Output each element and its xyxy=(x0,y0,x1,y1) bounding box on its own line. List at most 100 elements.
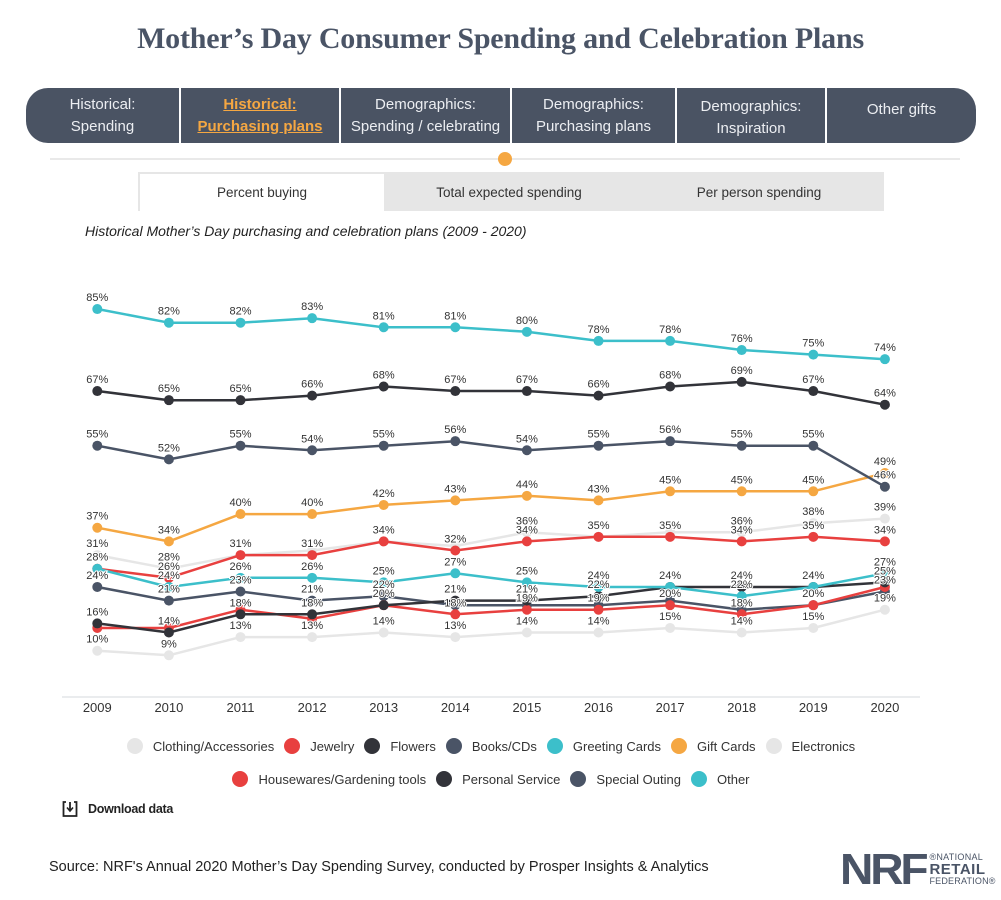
legend-label: Personal Service xyxy=(462,771,561,787)
data-point xyxy=(593,335,604,346)
data-label: 67% xyxy=(86,374,108,386)
data-label: 69% xyxy=(731,365,753,377)
data-label: 9% xyxy=(161,638,177,650)
legend-item-jewelry[interactable]: Jewelry xyxy=(284,738,354,754)
data-label: 65% xyxy=(158,383,180,395)
x-tick-label: 2018 xyxy=(727,700,756,715)
legend-row: Clothing/Accessories Jewelry Flowers Boo… xyxy=(0,736,982,756)
x-tick-label: 2012 xyxy=(298,700,327,715)
data-label: 18% xyxy=(229,597,251,609)
data-point xyxy=(378,322,389,333)
data-label: 42% xyxy=(373,488,395,500)
data-label: 24% xyxy=(86,570,108,582)
data-point xyxy=(808,600,819,611)
data-point xyxy=(593,581,604,592)
legend-item-personal-service[interactable]: Personal Service xyxy=(436,771,560,787)
scroll-track[interactable] xyxy=(50,152,960,166)
data-point xyxy=(879,399,890,410)
subtab-per-person-spending[interactable]: Per person spending xyxy=(696,185,822,200)
legend-marker xyxy=(436,771,453,787)
data-label: 82% xyxy=(229,306,251,318)
data-label: 14% xyxy=(373,616,395,628)
data-label: 55% xyxy=(802,429,824,441)
nav-tab-other-gifts[interactable]: Other gifts xyxy=(825,88,976,143)
logo-line3: FEDERATION® xyxy=(929,876,996,886)
data-label: 56% xyxy=(659,424,681,436)
legend-item-books-cds[interactable]: Books/CDs xyxy=(445,738,537,754)
data-label: 27% xyxy=(874,556,896,568)
legend-item-clothing-accessories[interactable]: Clothing/Accessories xyxy=(126,738,274,754)
data-label: 85% xyxy=(86,292,108,304)
legend-item-greeting-cards[interactable]: Greeting Cards xyxy=(546,738,661,754)
data-label: 13% xyxy=(301,620,323,632)
data-point xyxy=(736,527,747,538)
nav-tab-demographics-spending[interactable]: Demographics: Spending / celebrating xyxy=(339,88,510,143)
logo-mark: NRF xyxy=(840,845,929,894)
data-label: 14% xyxy=(731,616,753,628)
legend-item-special-outing[interactable]: Special Outing xyxy=(570,771,681,787)
legend-label: Special Outing xyxy=(596,771,681,787)
data-label: 18% xyxy=(731,597,753,609)
data-label: 80% xyxy=(516,315,538,327)
nav-tab-demographics-purchasing[interactable]: Demographics: Purchasing plans xyxy=(510,88,675,143)
legend-item-housewares-gardening[interactable]: Housewares/Gardening tools xyxy=(232,771,426,787)
scroll-handle[interactable] xyxy=(498,152,512,166)
data-point xyxy=(307,550,318,561)
data-point xyxy=(163,395,174,406)
nav-tab-historical-purchasing-plans[interactable]: Historical: Purchasing plans xyxy=(179,88,339,143)
data-point xyxy=(450,595,461,606)
legend-item-flowers[interactable]: Flowers xyxy=(364,738,436,754)
nrf-logo: NRF ®NATIONAL RETAIL FEDERATION® xyxy=(840,845,996,894)
data-label: 46% xyxy=(874,470,896,482)
data-label: 13% xyxy=(229,620,251,632)
data-label: 34% xyxy=(731,524,753,536)
data-label: 31% xyxy=(86,538,108,550)
data-point xyxy=(92,550,103,561)
data-label: 26% xyxy=(301,561,323,573)
data-point xyxy=(163,581,174,592)
legend-item-electronics[interactable]: Electronics xyxy=(765,738,855,754)
legend-label: Gift Cards xyxy=(697,738,756,754)
subtab-percent-buying[interactable]: Percent buying xyxy=(140,174,384,211)
data-point xyxy=(163,572,174,583)
data-label: 78% xyxy=(659,324,681,336)
series-line xyxy=(97,307,885,361)
data-label: 45% xyxy=(659,474,681,486)
data-point xyxy=(521,326,532,337)
series-line xyxy=(97,380,886,406)
data-label: 55% xyxy=(373,429,395,441)
legend-marker xyxy=(232,771,249,787)
data-label: 34% xyxy=(516,524,538,536)
data-point xyxy=(450,495,461,506)
data-label: 15% xyxy=(659,611,681,623)
data-point xyxy=(521,536,532,547)
data-point xyxy=(593,531,604,542)
data-point xyxy=(808,622,819,633)
series-line xyxy=(97,585,886,611)
data-label: 52% xyxy=(158,442,180,454)
download-label: Download data xyxy=(88,802,173,816)
data-label: 40% xyxy=(229,497,251,509)
data-label: 26% xyxy=(158,561,180,573)
data-point xyxy=(808,518,819,529)
data-point xyxy=(808,486,819,497)
legend-label: Jewelry xyxy=(310,738,355,754)
line-chart: 2009 2010 2011 2012 2013 2014 2015 2016 2017 2018… xyxy=(62,291,920,715)
data-label: 22% xyxy=(587,579,609,591)
subtab-total-expected-spending[interactable]: Total expected spending xyxy=(436,185,582,200)
data-point xyxy=(593,390,604,401)
series-personal-service xyxy=(92,577,890,638)
data-label: 34% xyxy=(874,524,896,536)
legend-item-other[interactable]: Other xyxy=(690,771,750,787)
data-point xyxy=(92,618,103,629)
nav-tab-historical-spending[interactable]: Historical: Spending xyxy=(26,88,179,143)
data-label: 19% xyxy=(516,593,538,605)
download-data-button[interactable]: Download data xyxy=(62,800,173,818)
nav-tab-demographics-inspiration[interactable]: Demographics: Inspiration xyxy=(675,88,825,143)
data-label: 40% xyxy=(301,497,323,509)
data-point xyxy=(378,600,389,611)
series-jewelry xyxy=(92,531,890,583)
legend-item-gift-cards[interactable]: Gift Cards xyxy=(671,738,756,754)
data-label: 14% xyxy=(587,616,609,628)
data-label: 21% xyxy=(158,584,180,596)
